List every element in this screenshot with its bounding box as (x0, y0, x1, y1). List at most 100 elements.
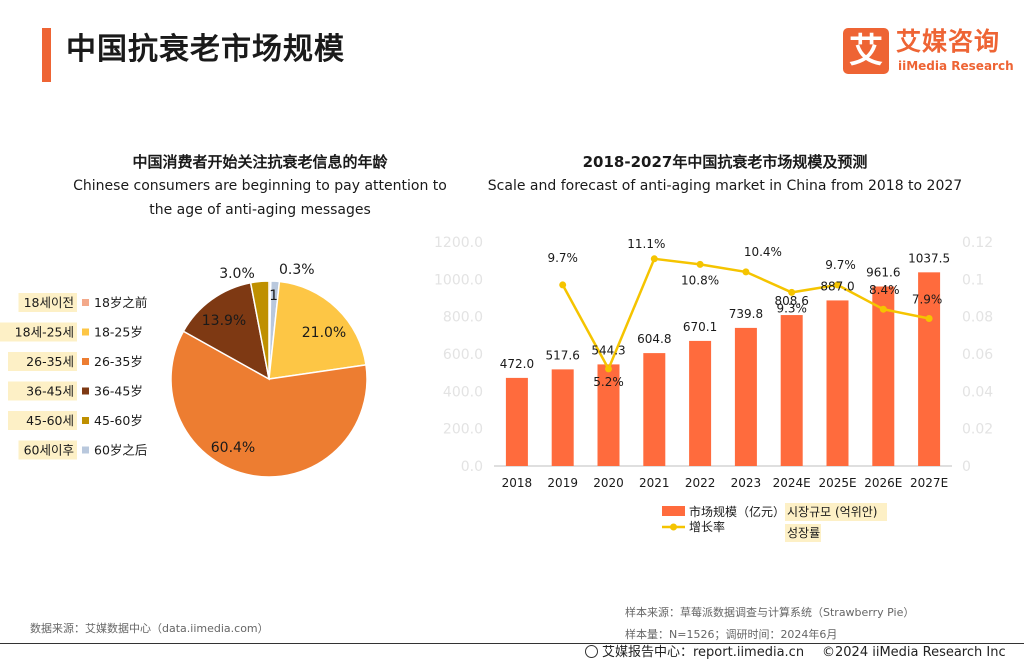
y-axis-tick-label: 800.0 (443, 310, 483, 326)
legend-alt-label: 45-60세 (26, 413, 74, 428)
legend-line-alt-label: 성장률 (787, 526, 820, 540)
bar-2020 (597, 364, 620, 466)
growth-rate-point-2020 (605, 365, 612, 373)
growth-rate-label: 7.9% (912, 293, 943, 307)
legend-alt-label: 60세이후 (24, 443, 74, 458)
growth-rate-point-2023 (742, 268, 750, 276)
bar-chart-title-block: 2018-2027年中国抗衰老市场规模及预测 Scale and forecas… (470, 150, 980, 198)
pie-slice-label: 21.0% (302, 325, 346, 341)
bar-value-label: 1037.5 (908, 251, 950, 265)
legend-swatch (82, 387, 89, 395)
x-axis-tick-label: 2018 (502, 476, 533, 490)
y2-axis-tick-label: 0.08 (962, 310, 993, 326)
growth-rate-label: 9.7% (825, 258, 856, 272)
y-axis-tick-label: 400.0 (443, 384, 483, 400)
pie-slice-label: 60.4% (211, 440, 255, 456)
legend-line-label: 增长率 (689, 519, 725, 534)
y-axis-tick-label: 600.0 (443, 347, 483, 363)
iimedia-logo-icon: 艾 (843, 28, 889, 74)
legend-alt-label-bg (8, 381, 77, 401)
legend-swatch (82, 328, 89, 336)
bar-chart-subtitle: Scale and forecast of anti-aging market … (487, 178, 963, 194)
legend-alt-label-bg (18, 440, 77, 460)
growth-rate-point-2024E (788, 288, 796, 296)
growth-rate-point-2025E (834, 281, 841, 289)
pie-slice-label: 0.3% (279, 262, 315, 278)
legend-label: 18岁之前 (94, 295, 147, 310)
bar-2018 (505, 377, 528, 466)
y-axis-tick-label: 1000.0 (434, 272, 483, 288)
bar-value-label: 739.8 (729, 307, 763, 321)
pie-chart-subtitle: Chinese consumers are beginning to pay a… (73, 178, 447, 218)
title-accent-bar (42, 28, 51, 82)
x-axis-tick-label: 2027E (910, 476, 948, 490)
footer-copyright: ©2024 iiMedia Research Inc (822, 645, 1006, 660)
sample-source-note: 样本来源：草莓派数据调查与计算系统（Strawberry Pie） (625, 606, 915, 619)
growth-rate-point-2026E (879, 305, 887, 313)
legend-swatch (82, 358, 89, 365)
pie-slice-label: 13.9% (202, 313, 246, 329)
x-axis-tick-label: 2024E (773, 476, 811, 490)
legend-label: 60岁之后 (94, 443, 147, 458)
growth-rate-point-2019 (559, 281, 567, 289)
y2-axis-tick-label: 0.06 (962, 347, 993, 363)
legend-swatch (82, 299, 89, 306)
pie-chart-title: 中国消费者开始关注抗衰老信息的年龄 (132, 153, 388, 171)
legend-label: 45-60岁 (94, 413, 143, 428)
growth-rate-label: 5.2% (593, 375, 624, 389)
bar-chart-title: 2018-2027年中国抗衰老市场规模及预测 (582, 153, 868, 171)
legend-label: 26-35岁 (94, 354, 143, 369)
bar-value-label: 544.3 (591, 343, 625, 357)
bar-2026E (872, 286, 895, 466)
pie-slice-36-45岁 (182, 281, 271, 381)
sample-info-note: 样本量：N=1526；调研时间：2024年6月 (625, 628, 838, 641)
x-axis-tick-label: 2025E (818, 476, 856, 490)
bar-2024E (780, 315, 803, 466)
x-axis-tick-label: 2020 (593, 476, 624, 490)
growth-rate-label: 10.8% (681, 273, 719, 287)
logo-name-cn: 艾媒咨询 (896, 27, 1001, 56)
y-axis-tick-label: 0.0 (461, 459, 483, 475)
legend-bar-label: 市场规模（亿元） (689, 504, 785, 519)
legend-alt-label-bg (8, 352, 77, 371)
legend-bar-swatch (662, 506, 685, 516)
growth-rate-point-2021 (650, 255, 658, 263)
legend-line-alt-bg (785, 524, 821, 542)
x-axis-tick-label: 2026E (864, 476, 902, 490)
y2-axis-tick-label: 0.04 (962, 384, 993, 400)
growth-rate-point-2027E (925, 315, 933, 323)
pie-slice-18-25岁 (268, 280, 367, 380)
bar-2023 (734, 327, 757, 466)
pie-chart-title-block: 中国消费者开始关注抗衰老信息的年龄 Chinese consumers are … (20, 150, 500, 222)
growth-rate-label: 9.3% (776, 301, 807, 315)
legend-alt-label-bg (18, 293, 77, 312)
growth-rate-point-2022 (696, 260, 704, 268)
y2-axis-tick-label: 0.1 (962, 272, 984, 288)
bar-value-label: 670.1 (683, 320, 717, 334)
page-title: 中国抗衰老市场规模 (66, 32, 345, 67)
x-axis-tick-label: 2019 (547, 476, 578, 490)
footer-website[interactable]: 艾媒报告中心：report.iimedia.cn (585, 644, 804, 662)
bar-2027E (918, 272, 941, 466)
legend-swatch (82, 417, 89, 424)
pie-slice-26-35岁 (170, 330, 368, 478)
legend-label: 18-25岁 (94, 325, 143, 340)
bar-2022 (689, 340, 712, 466)
growth-rate-label: 10.4% (744, 245, 782, 259)
legend-label: 36-45岁 (94, 384, 143, 399)
legend-alt-label-bg (8, 411, 77, 430)
y-axis-tick-label: 200.0 (443, 422, 483, 438)
legend-alt-label: 26-35세 (26, 354, 74, 369)
footer-divider (0, 643, 1024, 644)
y2-axis-tick-label: 0 (962, 459, 971, 475)
legend-alt-label: 36-45세 (26, 384, 74, 399)
globe-icon (585, 645, 598, 658)
bar-value-label: 887.0 (820, 279, 854, 293)
y2-axis-tick-label: 0.02 (962, 422, 993, 438)
y2-axis-tick-label: 0.12 (962, 235, 993, 251)
x-axis-tick-label: 2021 (639, 476, 670, 490)
bar-value-label: 808.6 (775, 294, 809, 308)
y-axis-tick-label: 1200.0 (434, 235, 483, 251)
